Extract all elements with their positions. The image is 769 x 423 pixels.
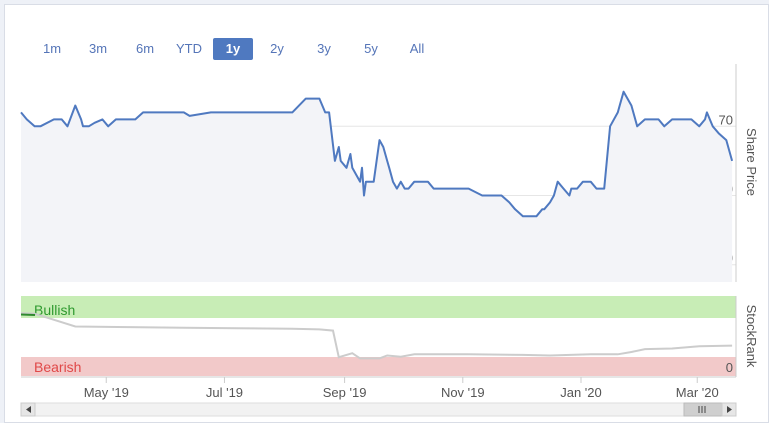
range-button-3y[interactable]: 3y (317, 41, 331, 56)
stockrank-line (20, 312, 733, 360)
x-tick-label: Nov '19 (441, 385, 485, 400)
stockrank-axis-title: StockRank (744, 305, 759, 368)
bullish-label: Bullish (34, 302, 75, 318)
range-button-2y[interactable]: 2y (270, 41, 284, 56)
x-tick-label: Jul '19 (206, 385, 243, 400)
x-tick-label: May '19 (84, 385, 129, 400)
x-tick-label: Mar '20 (676, 385, 719, 400)
price-tick-label: 70 (719, 112, 733, 127)
arrow-left-icon (26, 406, 31, 413)
scrollbar-thumb[interactable] (683, 402, 723, 417)
range-button-1y[interactable]: 1y (213, 38, 253, 60)
range-button-ytd[interactable]: YTD (176, 41, 202, 56)
stockrank-current-marker (20, 313, 36, 316)
bearish-band (21, 357, 736, 376)
price-panel: 506070 (20, 64, 737, 282)
arrow-right-icon (727, 406, 732, 413)
bullish-band (21, 296, 736, 318)
scrollbar-track[interactable] (20, 402, 737, 417)
price-area-fill (21, 91, 733, 282)
bearish-label: Bearish (34, 359, 81, 375)
range-button-5y[interactable]: 5y (364, 41, 378, 56)
stockrank-panel: Bullish Bearish 0 May '19 Jul '19 Sep '19 Nov … (20, 296, 737, 400)
x-tick-label: Sep '19 (323, 385, 367, 400)
price-line (20, 90, 734, 218)
range-button-all[interactable]: All (409, 41, 425, 56)
range-button-6m[interactable]: 6m (135, 41, 155, 56)
range-button-1m[interactable]: 1m (42, 41, 62, 56)
x-tick-label: Jan '20 (560, 385, 602, 400)
scrollbar[interactable] (20, 402, 737, 417)
range-button-3m[interactable]: 3m (88, 41, 108, 56)
share-price-axis-title: Share Price (744, 128, 759, 196)
stockrank-tick-label: 0 (726, 360, 733, 375)
